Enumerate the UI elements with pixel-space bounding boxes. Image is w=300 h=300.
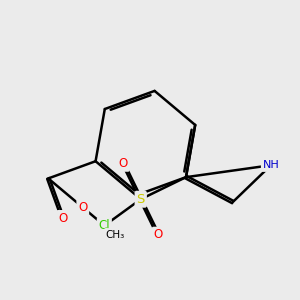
Text: NH: NH (262, 160, 279, 170)
Text: O: O (154, 229, 163, 242)
Text: O: O (119, 157, 128, 170)
Text: O: O (78, 201, 87, 214)
Text: O: O (58, 212, 68, 225)
Text: Cl: Cl (98, 219, 110, 232)
Text: CH₃: CH₃ (106, 230, 125, 240)
Text: S: S (136, 193, 145, 206)
